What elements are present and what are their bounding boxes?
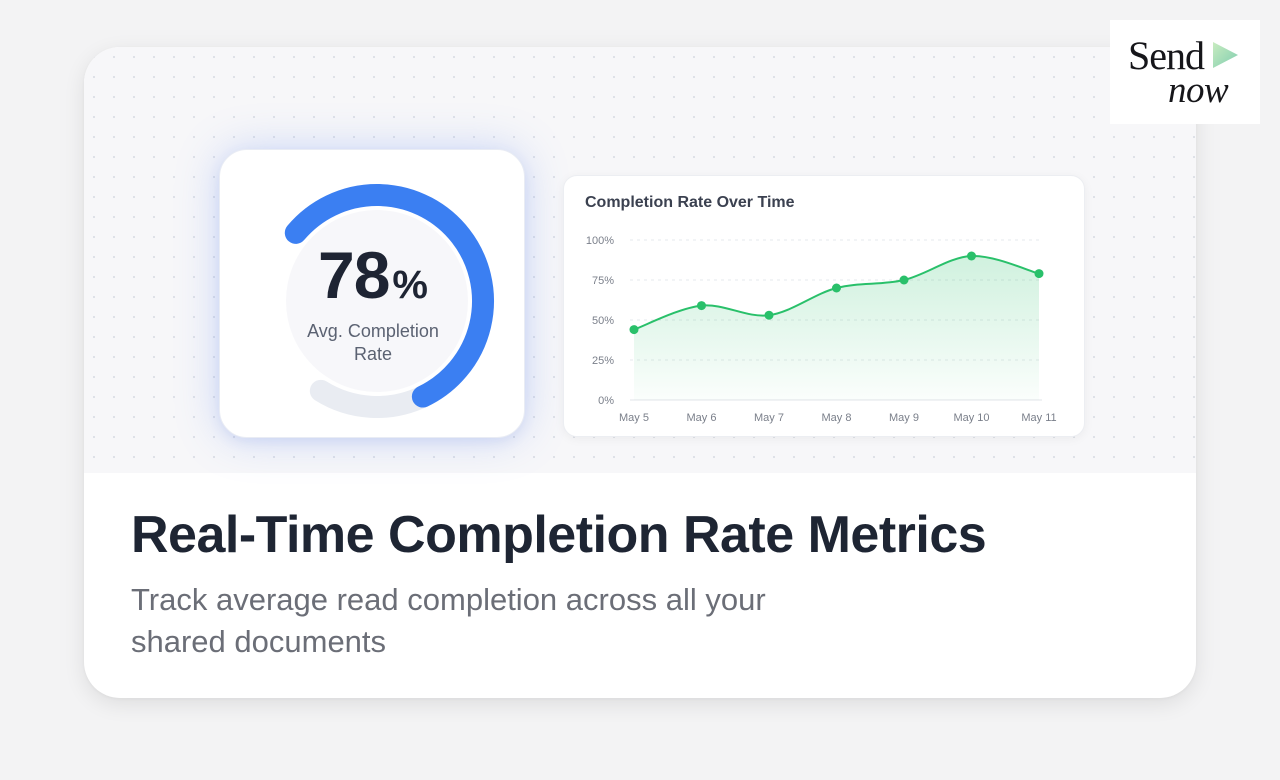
y-tick-label: 50% [592, 315, 614, 327]
data-point [629, 325, 639, 335]
y-tick-label: 0% [598, 395, 614, 407]
data-point [1034, 269, 1044, 279]
data-point [967, 251, 976, 261]
series-area-fill [634, 255, 1039, 400]
gauge-label-line-2: Rate [353, 344, 393, 364]
feature-card: 78% Avg. Completion Rate Completion Rate … [84, 47, 1196, 698]
data-point [764, 310, 774, 320]
y-tick-label: 100% [586, 235, 614, 247]
sendnow-logo: Send now [1110, 20, 1260, 124]
x-tick-label: May 6 [687, 412, 717, 424]
y-tick-label: 25% [592, 355, 614, 367]
hero-illustration: 78% Avg. Completion Rate Completion Rate … [84, 47, 1196, 473]
gauge-track [309, 379, 434, 418]
chart-title: Completion Rate Over Time [585, 194, 795, 211]
x-tick-label: May 11 [1021, 412, 1056, 424]
logo-word-send: Send [1128, 33, 1205, 78]
gauge-ring [284, 184, 494, 418]
logo-word-now: now [1168, 70, 1229, 111]
completion-line-chart: 0% 25% 50% 75% 100% May 5 May 6 May 7 May 8 May 9… [586, 235, 1057, 424]
completion-chart-card: Completion Rate Over Time 0% 25% 50% 75% 100… [563, 175, 1085, 437]
completion-gauge-card: 78% Avg. Completion Rate [219, 149, 525, 438]
x-tick-label: May 7 [754, 412, 784, 424]
subtitle: Track average read completion across all… [131, 582, 766, 659]
x-tick-label: May 8 [822, 412, 852, 424]
play-icon [1213, 42, 1238, 68]
gauge-value: 78% [318, 238, 428, 312]
gauge-progress-arc [284, 184, 494, 408]
gauge-label-line-1: Avg. Completion [307, 321, 439, 341]
y-tick-label: 75% [592, 275, 614, 287]
x-tick-label: May 9 [889, 412, 919, 424]
gauge-label: Avg. Completion Rate [220, 320, 526, 366]
data-point [899, 275, 909, 285]
data-point [697, 301, 706, 311]
data-point [832, 283, 841, 293]
headline: Real-Time Completion Rate Metrics [131, 506, 987, 564]
x-tick-label: May 10 [953, 412, 989, 424]
x-tick-label: May 5 [619, 412, 649, 424]
